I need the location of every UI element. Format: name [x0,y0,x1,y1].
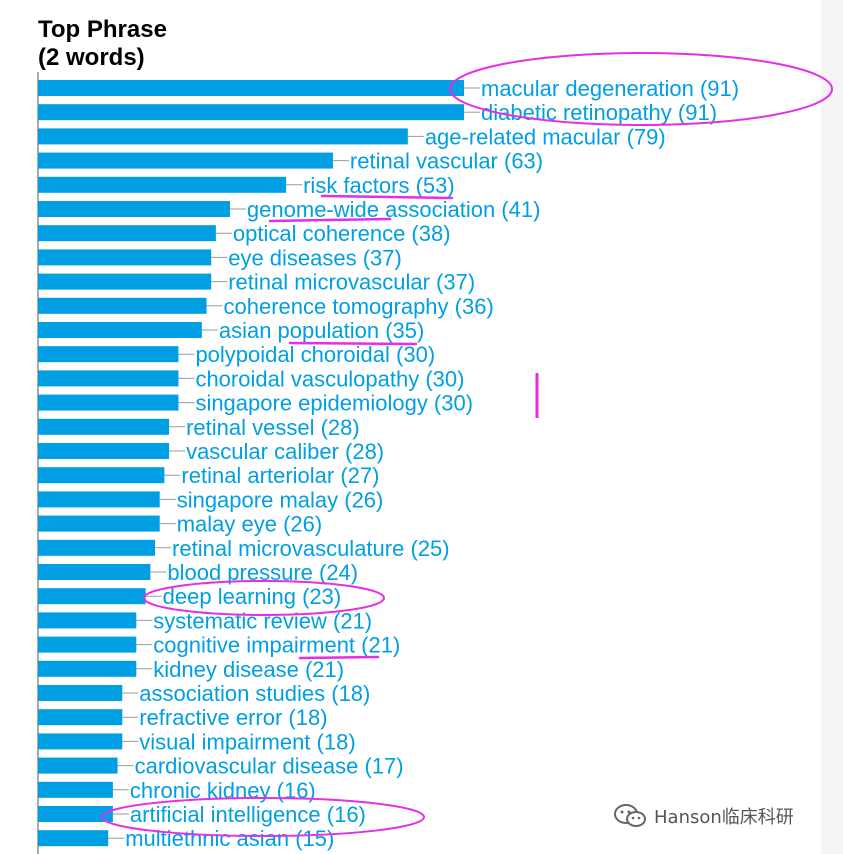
bar-label: cognitive impairment (21) [153,633,400,658]
bar-label: deep learning (23) [163,584,342,609]
bar [38,370,179,387]
bar [38,176,287,193]
bar-label: vascular caliber (28) [186,439,384,464]
bar [38,539,156,556]
bar [38,709,123,726]
bar [38,273,212,290]
bar-label: retinal arteriolar (27) [181,463,379,488]
bar [38,733,123,750]
highlight-underline [288,341,418,346]
bar [38,104,464,121]
bar-label: visual impairment (18) [139,729,355,754]
highlight-ellipse [101,797,425,837]
highlight-ellipse [143,580,385,616]
bar [38,418,170,435]
bar-label: retinal vascular (63) [350,149,543,174]
bar-label: association studies (18) [139,681,370,706]
bar [38,757,118,774]
bar [38,660,137,677]
bar-label: cardiovascular disease (17) [135,754,404,779]
bar [38,515,160,532]
bar [38,297,207,314]
bar [38,830,109,847]
bar-label: polypoidal choroidal (30) [195,342,435,367]
chart-title: Top Phrase (2 words) [38,16,167,71]
bar-label: retinal vessel (28) [186,415,360,440]
bar [38,467,165,484]
watermark-text: Hanson临床科研 [654,807,794,828]
highlight-underline [320,194,454,200]
bar [38,685,123,701]
bar [38,322,202,338]
watermark: Hanson临床科研 [612,802,794,830]
highlight-ellipse [449,52,833,126]
bar-label: retinal microvasculature (25) [172,536,450,561]
bar [38,128,408,145]
bar-label: kidney disease (21) [153,657,344,682]
bar [38,612,137,629]
bar [38,225,216,242]
bar [38,443,170,459]
bar [38,249,212,266]
bar-label: asian population (35) [219,318,424,343]
highlight-underline [268,217,392,223]
bar-label: eye diseases (37) [228,245,402,270]
bar [38,394,179,411]
bar-label: risk factors (53) [303,173,455,198]
right-margin-strip [821,0,843,854]
bar-label: genome-wide association (41) [247,197,541,222]
bar [38,491,160,508]
highlight-underline [298,655,380,660]
bar [38,806,113,822]
bar-label: macular degeneration (91) [481,76,739,101]
bar-label: choroidal vasculopathy (30) [195,366,464,391]
bar-label: coherence tomography (36) [224,294,494,319]
bar-label: retinal microvascular (37) [228,270,475,295]
bar-label: diabetic retinopathy (91) [481,100,717,125]
bar [38,152,333,169]
bar-label: optical coherence (38) [233,221,451,246]
bar-label: refractive error (18) [139,705,327,730]
bar-label: singapore malay (26) [177,487,384,512]
bar [38,636,137,653]
bar [38,201,230,217]
bar [38,588,146,605]
bar-label: malay eye (26) [177,512,323,537]
bar-label: singapore epidemiology (30) [195,391,473,416]
bar [38,346,179,363]
bar-label: age-related macular (79) [425,124,666,149]
bar [38,781,113,798]
bar-label: artificial intelligence (16) [130,802,366,827]
bar-label: multiethnic asian (15) [125,826,334,851]
bar [38,564,151,580]
bar [38,80,464,96]
wechat-icon [614,804,646,827]
